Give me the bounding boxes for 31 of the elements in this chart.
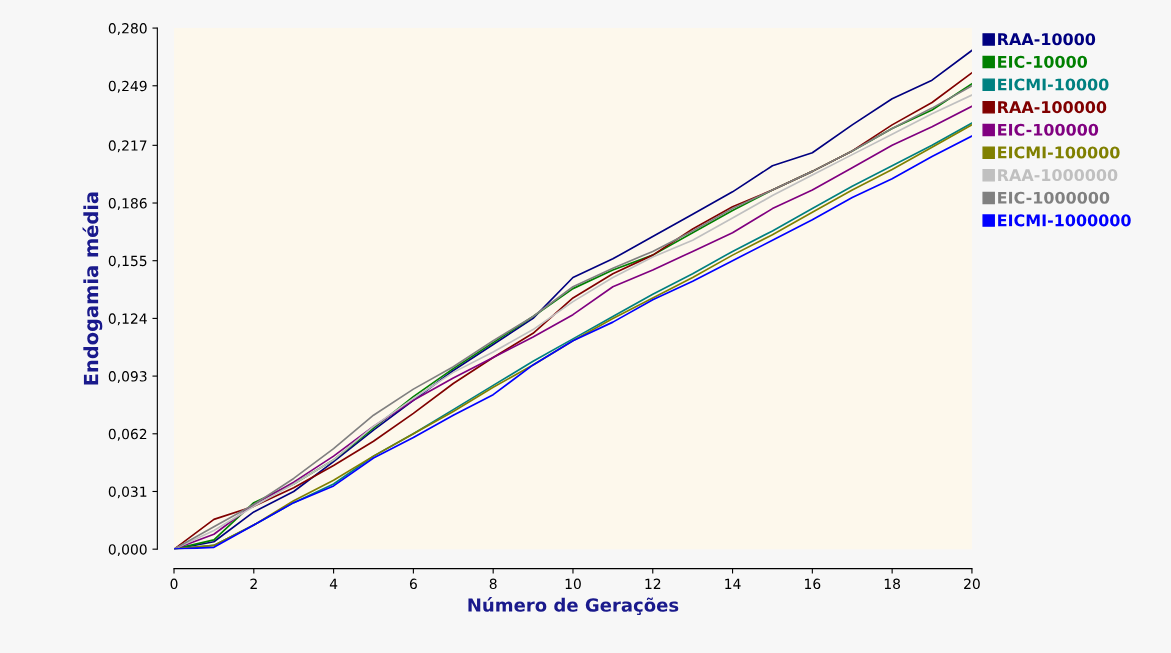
y-tick-label: 0,093	[108, 371, 147, 383]
legend-label: EIC-1000000	[998, 191, 1110, 204]
x-tick-label: 12	[645, 578, 661, 589]
x-tick-label: 14	[725, 578, 741, 589]
x-tick-label: 2	[250, 578, 257, 589]
y-tick-label: 0,249	[108, 80, 147, 93]
x-axis-title: Número de Gerações	[468, 597, 679, 616]
x-tick-label: 10	[565, 578, 581, 590]
legend-label: EIC-10000	[998, 55, 1088, 68]
y-tick-label: 0,000	[108, 544, 147, 557]
legend-label: EICMI-100000	[998, 146, 1120, 159]
x-tick-label: 8	[489, 578, 497, 590]
y-tick-label: 0,031	[108, 486, 147, 499]
legend-label: EIC-100000	[998, 123, 1099, 136]
y-tick-label: 0,186	[108, 197, 147, 210]
legend-label: EICMI-1000000	[998, 214, 1131, 227]
y-tick-label: 0,280	[108, 23, 147, 35]
y-tick-label: 0,217	[108, 140, 147, 153]
x-tick-label: 4	[329, 578, 338, 589]
x-tick-label: 16	[805, 578, 821, 590]
x-tick-label: 6	[409, 578, 417, 590]
legend-label: RAA-10000	[998, 33, 1096, 46]
x-tick-label: 18	[884, 578, 901, 590]
legend-label: EICMI-10000	[998, 78, 1109, 91]
legend-label: RAA-100000	[998, 101, 1107, 114]
x-tick-label: 0	[170, 578, 178, 590]
y-tick-label: 0,155	[108, 255, 147, 268]
y-axis-title: Endogamia média	[82, 192, 103, 385]
x-tick-label: 20	[964, 578, 980, 590]
y-tick-label: 0,062	[108, 428, 147, 441]
y-tick-label: 0,124	[108, 313, 147, 326]
